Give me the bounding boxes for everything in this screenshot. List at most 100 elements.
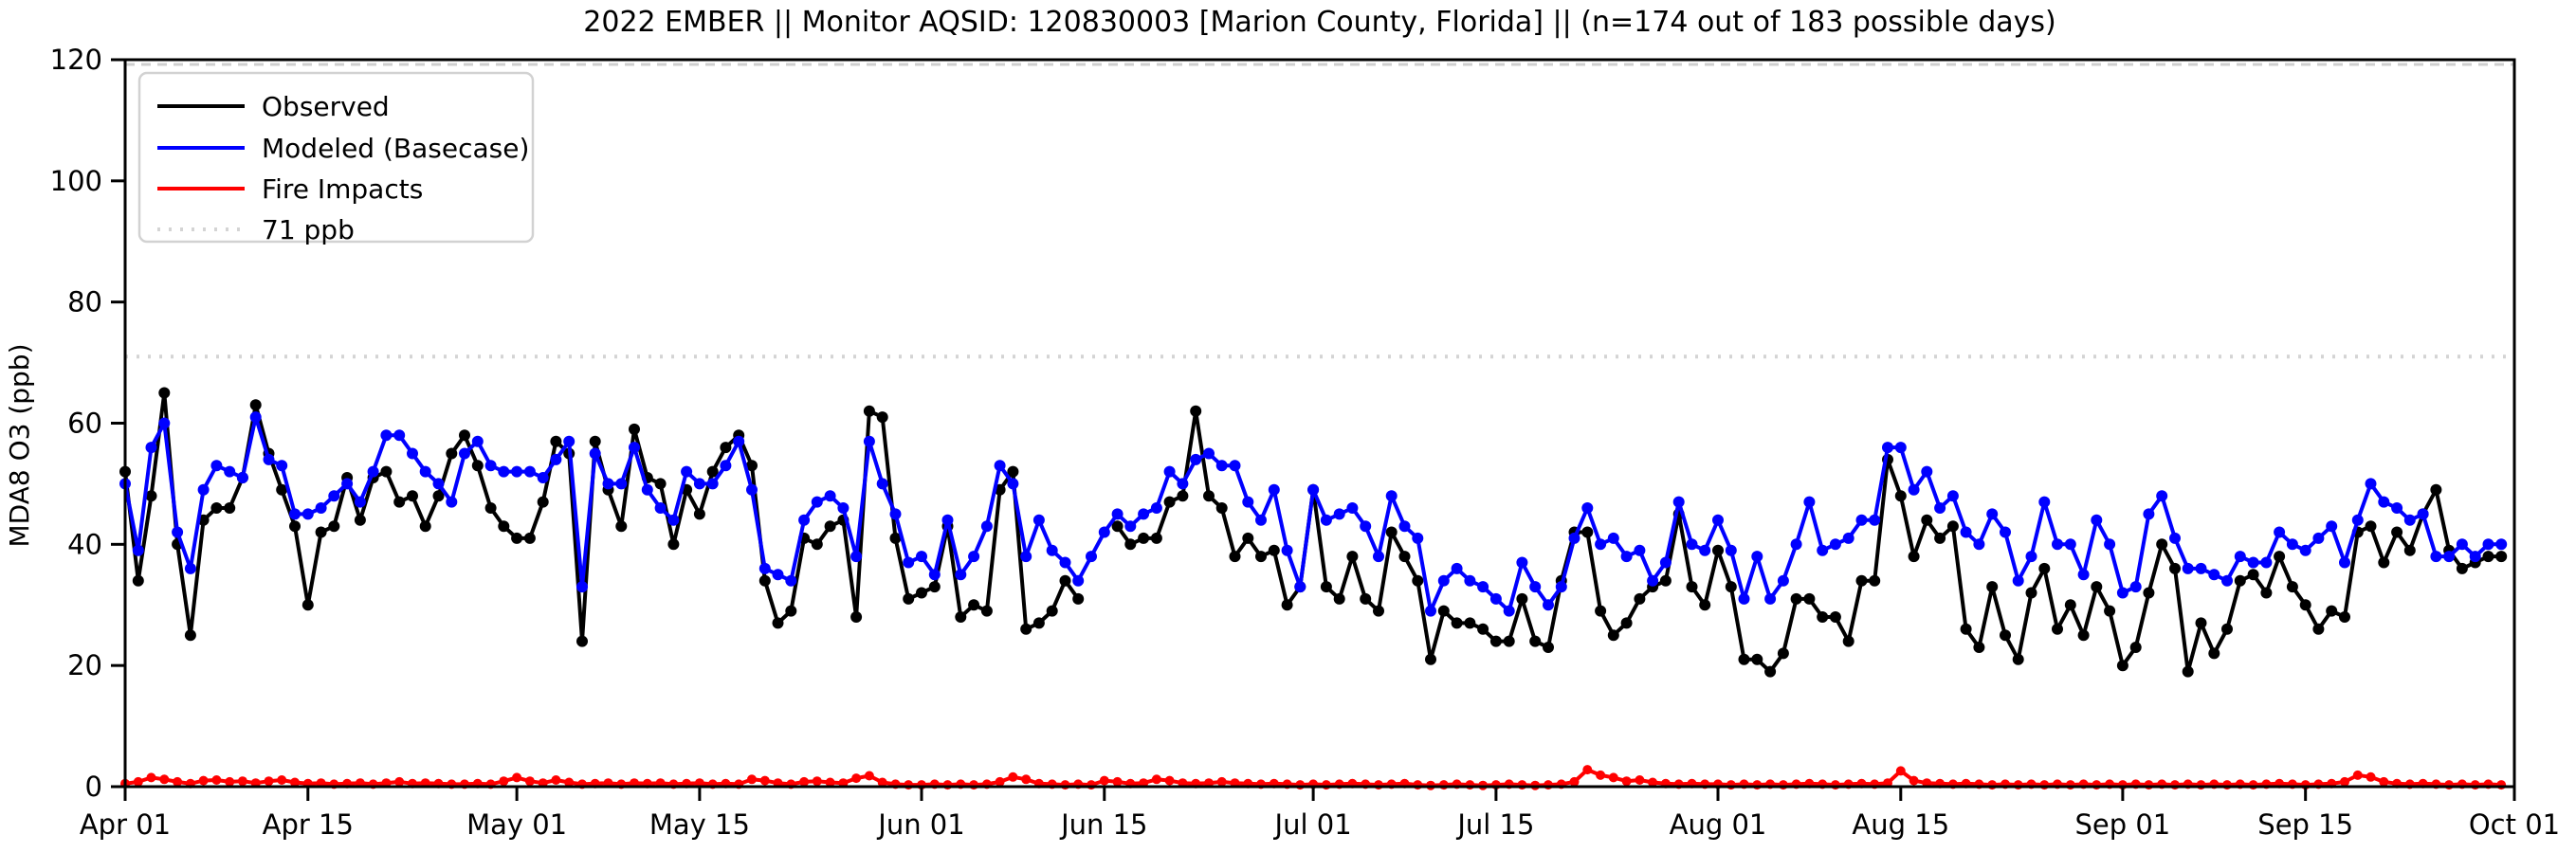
fire-impacts-marker <box>2366 771 2376 782</box>
fire-impacts-marker <box>1726 780 1736 790</box>
modeled-basecase--marker <box>2417 508 2429 520</box>
fire-impacts-marker <box>2222 780 2232 790</box>
chart-title: 2022 EMBER || Monitor AQSID: 120830003 [… <box>583 6 2056 39</box>
fire-impacts-marker <box>1374 780 1383 790</box>
modeled-basecase--marker <box>994 460 1006 472</box>
modeled-basecase--marker <box>249 411 262 424</box>
observed-marker <box>1032 617 1045 629</box>
fire-impacts-marker <box>1295 780 1306 790</box>
observed-marker <box>1464 617 1476 629</box>
fire-impacts-marker <box>851 773 862 784</box>
modeled-basecase--marker <box>1163 465 1176 478</box>
modeled-basecase--marker <box>2299 544 2311 556</box>
observed-marker <box>1437 605 1450 617</box>
observed-marker <box>1320 581 1332 593</box>
fire-impacts-marker <box>2340 776 2349 787</box>
fire-impacts-marker <box>2352 770 2363 780</box>
observed-marker <box>2456 562 2468 574</box>
observed-marker <box>928 581 941 593</box>
observed-marker <box>693 508 705 520</box>
modeled-basecase--marker <box>367 465 379 478</box>
modeled-basecase--marker <box>1451 562 1463 574</box>
modeled-basecase--marker <box>1464 574 1476 587</box>
modeled-basecase--marker <box>772 569 784 581</box>
observed-marker <box>863 405 875 417</box>
modeled-basecase--marker <box>746 483 758 496</box>
modeled-basecase--marker <box>615 478 628 490</box>
fire-impacts-marker <box>198 775 209 786</box>
observed-marker <box>916 587 927 599</box>
modeled-basecase--marker <box>693 478 705 490</box>
observed-marker <box>2195 617 2207 629</box>
observed-marker <box>1177 490 1189 502</box>
y-tick-label: 0 <box>85 771 102 803</box>
observed-marker <box>1020 623 1032 635</box>
modeled-basecase--marker <box>1072 574 1085 587</box>
plot-border <box>123 58 2516 789</box>
modeled-basecase--marker <box>2052 538 2063 551</box>
observed-marker <box>2012 653 2024 665</box>
modeled-basecase--marker <box>1568 532 1580 544</box>
y-tick-label: 100 <box>50 165 102 197</box>
modeled-basecase--marker <box>2012 574 2024 587</box>
fire-impacts-marker <box>2039 780 2050 790</box>
observed-marker <box>654 478 667 490</box>
observed-marker <box>1817 611 1829 623</box>
x-tick-label: Jun 15 <box>1059 808 1147 841</box>
observed-marker <box>2104 605 2116 617</box>
modeled-basecase--marker <box>629 442 640 454</box>
modeled-basecase--marker <box>276 460 288 472</box>
modeled-basecase--marker <box>941 514 954 526</box>
fire-impacts-marker <box>524 776 535 787</box>
modeled-basecase--marker <box>1320 514 1332 526</box>
modeled-basecase--marker <box>1437 574 1450 587</box>
modeled-basecase--marker <box>2000 526 2011 538</box>
modeled-basecase--marker <box>968 551 980 563</box>
modeled-basecase--marker <box>2351 514 2364 526</box>
modeled-basecase--marker <box>602 478 614 490</box>
observed-marker <box>550 435 562 447</box>
fire-impacts-marker <box>877 777 887 788</box>
observed-marker <box>889 532 902 544</box>
modeled-basecase--marker <box>407 447 418 460</box>
modeled-basecase--marker <box>2456 538 2468 551</box>
observed-marker <box>1360 592 1372 605</box>
observed-marker <box>1908 551 1920 563</box>
modeled-basecase--marker <box>354 496 366 508</box>
observed-marker <box>2339 611 2350 623</box>
observed-marker <box>1373 605 1384 617</box>
modeled-basecase--marker <box>1869 514 1881 526</box>
fire-impacts-marker <box>1438 780 1449 790</box>
observed-marker <box>419 520 431 533</box>
modeled-basecase--marker <box>1960 526 1972 538</box>
observed-marker <box>2129 642 2142 653</box>
fire-impacts-marker <box>1635 775 1645 785</box>
modeled-basecase--marker <box>1111 508 1124 520</box>
modeled-basecase--marker <box>2234 551 2246 563</box>
modeled-basecase--marker <box>2339 556 2350 569</box>
modeled-basecase--marker <box>2143 508 2155 520</box>
modeled-basecase--marker <box>419 465 431 478</box>
observed-marker <box>2169 562 2181 574</box>
observed-marker <box>955 611 967 623</box>
fire-impacts-marker <box>1321 780 1331 790</box>
observed-marker <box>2000 629 2011 642</box>
modeled-basecase--marker <box>1203 447 1215 460</box>
observed-marker <box>1634 592 1646 605</box>
modeled-basecase--marker <box>1516 556 1528 569</box>
observed-marker <box>1764 665 1777 678</box>
modeled-basecase--marker <box>1581 502 1594 514</box>
observed-marker <box>1059 574 1071 587</box>
modeled-basecase--marker <box>328 490 340 502</box>
fire-impacts-marker <box>1778 780 1788 790</box>
observed-marker <box>589 435 601 447</box>
modeled-basecase--marker <box>733 435 745 447</box>
modeled-basecase--marker <box>446 496 458 508</box>
observed-marker <box>1503 635 1515 647</box>
modeled-basecase--marker <box>2260 556 2273 569</box>
modeled-basecase--marker <box>1672 496 1685 508</box>
modeled-basecase--marker <box>1477 581 1489 593</box>
x-tick-label: Sep 15 <box>2257 808 2353 841</box>
observed-marker <box>1973 642 1985 653</box>
legend-label-modeled: Modeled (Basecase) <box>262 133 529 164</box>
